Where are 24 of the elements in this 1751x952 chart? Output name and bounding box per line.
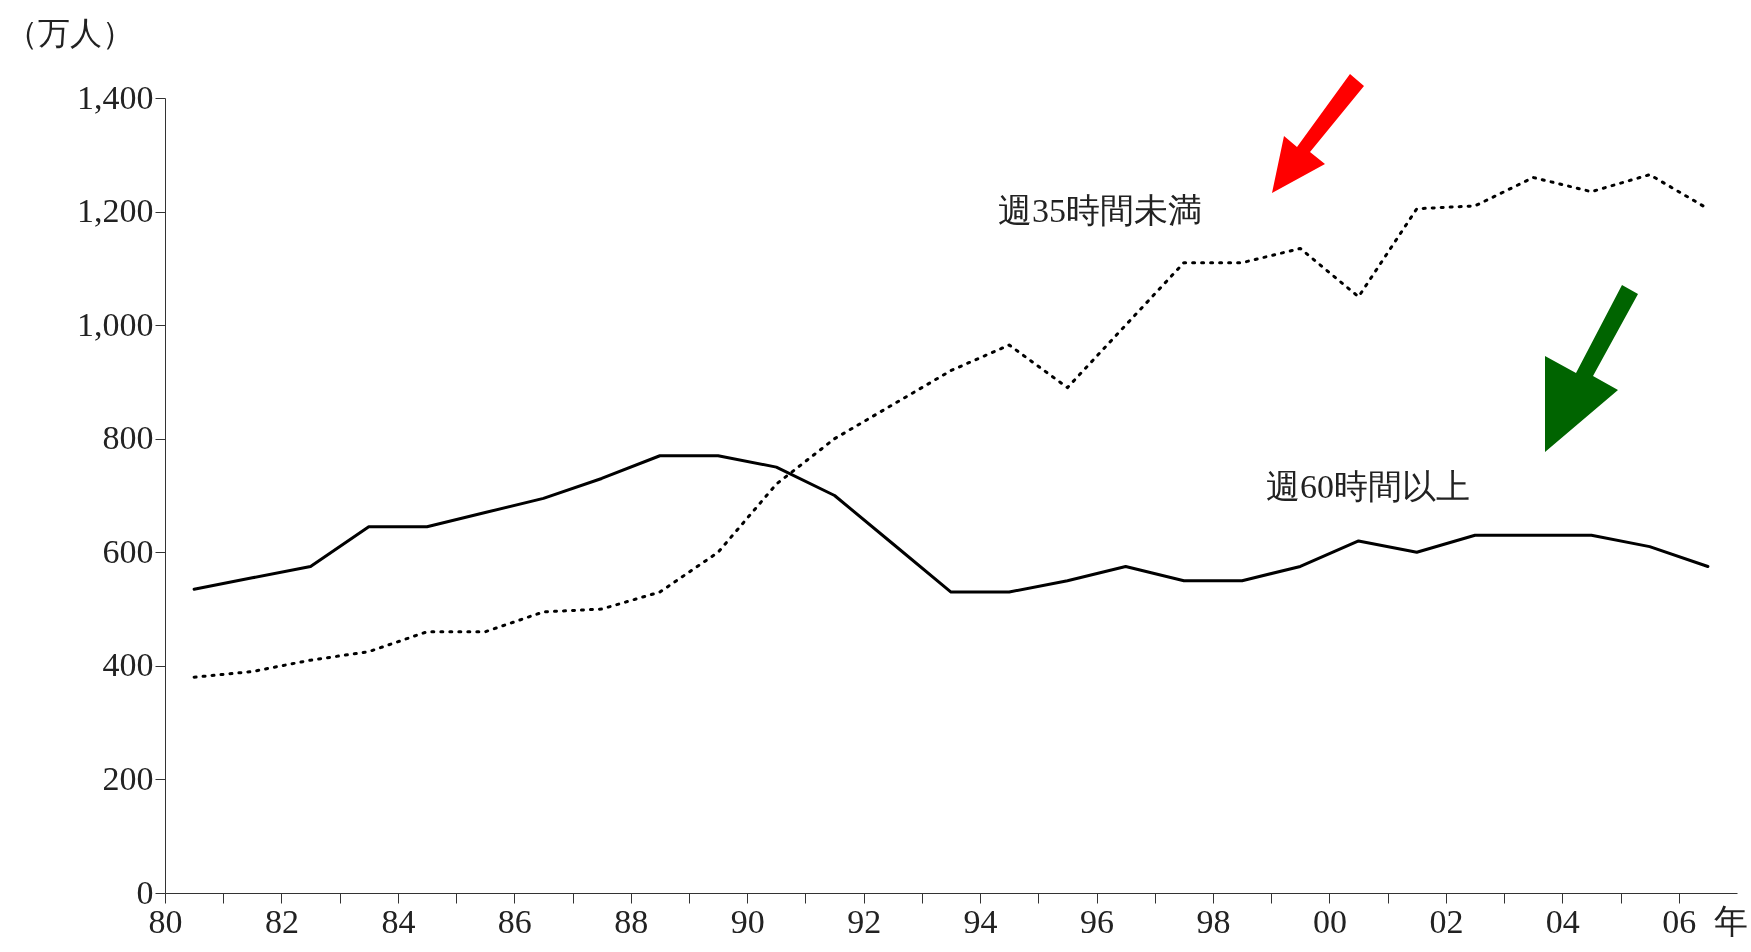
x-tick-label: 86 bbox=[497, 902, 532, 940]
y-tick-label: 200 bbox=[102, 759, 154, 797]
y-tick-label: 1,000 bbox=[77, 305, 154, 343]
x-tick-label: 88 bbox=[614, 902, 649, 940]
x-tick-label: 00 bbox=[1312, 902, 1347, 940]
x-tick-label: 98 bbox=[1196, 902, 1231, 940]
y-tick-label: 800 bbox=[102, 419, 154, 457]
y-tick-label: 1,400 bbox=[77, 78, 154, 116]
x-tick-label: 90 bbox=[730, 902, 765, 940]
x-tick-label: 94 bbox=[963, 902, 998, 940]
x-tick-label: 04 bbox=[1545, 902, 1580, 940]
y-tick-label: 400 bbox=[102, 646, 154, 684]
x-tick-label: 96 bbox=[1080, 902, 1115, 940]
x-tick-label: 02 bbox=[1429, 902, 1464, 940]
y-axis-title: （万人） bbox=[5, 14, 134, 51]
x-tick-label: 92 bbox=[847, 902, 882, 940]
y-tick-label: 1,200 bbox=[77, 192, 154, 230]
x-tick-label: 84 bbox=[381, 902, 416, 940]
series-label: 週60時間以上 bbox=[1266, 468, 1470, 505]
series-label: 週35時間未満 bbox=[998, 192, 1202, 229]
x-axis-title: 年 bbox=[1713, 902, 1748, 940]
x-tick-label: 06 bbox=[1662, 902, 1697, 940]
y-tick-label: 600 bbox=[102, 532, 154, 570]
x-tick-label: 82 bbox=[264, 902, 299, 940]
